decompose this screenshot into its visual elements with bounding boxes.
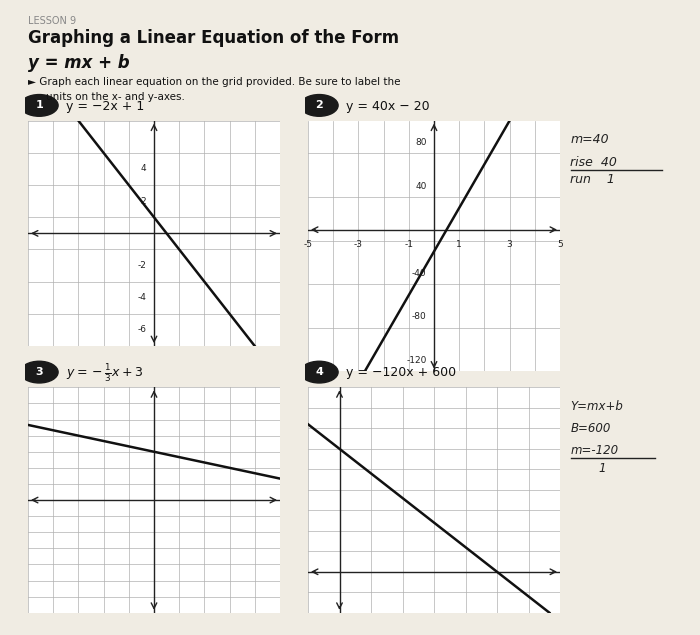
- Text: 3: 3: [36, 367, 43, 377]
- Text: -3: -3: [354, 240, 363, 249]
- Text: m=-120: m=-120: [570, 444, 619, 457]
- Text: 1: 1: [35, 100, 43, 110]
- Text: -1: -1: [405, 240, 413, 249]
- Text: -120: -120: [406, 356, 426, 365]
- Text: -5: -5: [304, 240, 312, 249]
- Circle shape: [20, 95, 58, 116]
- Text: $y = -\frac{1}{3}x + 3$: $y = -\frac{1}{3}x + 3$: [66, 362, 144, 384]
- Text: 2: 2: [315, 100, 323, 110]
- Text: y = −2x + 1: y = −2x + 1: [66, 100, 145, 112]
- Text: Graphing a Linear Equation of the Form: Graphing a Linear Equation of the Form: [28, 29, 399, 46]
- Text: B=600: B=600: [570, 422, 611, 435]
- Text: LESSON 9: LESSON 9: [28, 16, 76, 26]
- Text: -80: -80: [412, 312, 426, 321]
- Text: Y=mx+b: Y=mx+b: [570, 400, 624, 413]
- Text: 1: 1: [598, 462, 606, 475]
- Text: 3: 3: [507, 240, 512, 249]
- Text: 4: 4: [315, 367, 323, 377]
- Text: -6: -6: [137, 326, 146, 335]
- Text: 5: 5: [557, 240, 563, 249]
- Circle shape: [300, 361, 338, 383]
- Text: m=40: m=40: [570, 133, 609, 146]
- Text: ► Graph each linear equation on the grid provided. Be sure to label the: ► Graph each linear equation on the grid…: [28, 77, 400, 88]
- Text: rise  40: rise 40: [570, 156, 617, 168]
- Text: run    1: run 1: [570, 173, 615, 185]
- Text: -40: -40: [412, 269, 426, 278]
- Text: units on the x- and y-axes.: units on the x- and y-axes.: [46, 92, 184, 102]
- Text: 2: 2: [141, 197, 146, 206]
- Text: y = 40x − 20: y = 40x − 20: [346, 100, 430, 112]
- Text: y = mx + b: y = mx + b: [28, 54, 130, 72]
- Circle shape: [20, 361, 58, 383]
- Text: -2: -2: [138, 261, 146, 270]
- Text: 4: 4: [141, 164, 146, 173]
- Text: -4: -4: [138, 293, 146, 302]
- Circle shape: [300, 95, 338, 116]
- Text: 1: 1: [456, 240, 462, 249]
- Text: 40: 40: [415, 182, 426, 190]
- Text: 80: 80: [415, 138, 426, 147]
- Text: y = −120x + 600: y = −120x + 600: [346, 366, 456, 379]
